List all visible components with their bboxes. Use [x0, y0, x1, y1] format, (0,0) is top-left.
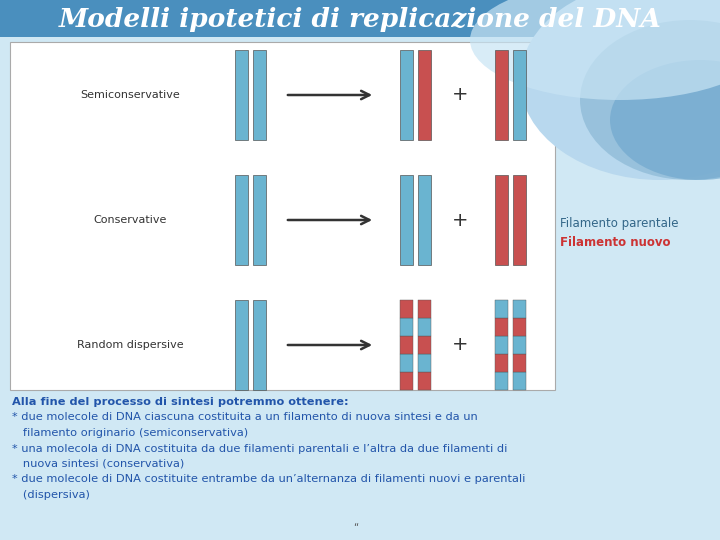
- Bar: [10, 42, 555, 390]
- Bar: [418, 50, 431, 140]
- Text: +: +: [451, 85, 468, 105]
- Bar: [253, 175, 266, 265]
- Text: Random dispersive: Random dispersive: [77, 340, 184, 350]
- Bar: [495, 372, 508, 390]
- Text: nuova sintesi (conservativa): nuova sintesi (conservativa): [12, 459, 184, 469]
- Text: Conservative: Conservative: [94, 215, 167, 225]
- Text: Modelli ipotetici di replicazione del DNA: Modelli ipotetici di replicazione del DN…: [58, 6, 662, 31]
- Bar: [418, 336, 431, 354]
- Bar: [513, 300, 526, 318]
- Bar: [400, 50, 413, 140]
- Ellipse shape: [580, 20, 720, 180]
- Text: Filamento parentale: Filamento parentale: [560, 217, 678, 230]
- Bar: [418, 372, 431, 390]
- Bar: [513, 354, 526, 372]
- Bar: [513, 50, 526, 140]
- Bar: [253, 300, 266, 390]
- Bar: [235, 300, 248, 390]
- Text: filamento originario (semiconservativa): filamento originario (semiconservativa): [12, 428, 248, 438]
- Bar: [418, 300, 431, 318]
- Bar: [418, 354, 431, 372]
- Ellipse shape: [470, 0, 720, 100]
- Text: “: “: [354, 522, 359, 532]
- Bar: [418, 318, 431, 336]
- Bar: [418, 175, 431, 265]
- Text: +: +: [451, 335, 468, 354]
- Bar: [400, 336, 413, 354]
- Text: * una molecola di DNA costituita da due filamenti parentali e l’altra da due fil: * una molecola di DNA costituita da due …: [12, 443, 508, 454]
- Ellipse shape: [610, 60, 720, 180]
- Bar: [400, 175, 413, 265]
- Text: * due molecole di DNA costituite entrambe da un’alternanza di filamenti nuovi e : * due molecole di DNA costituite entramb…: [12, 475, 526, 484]
- Text: Filamento nuovo: Filamento nuovo: [560, 237, 670, 249]
- Bar: [400, 318, 413, 336]
- Bar: [513, 336, 526, 354]
- Text: * due molecole di DNA ciascuna costituita a un filamento di nuova sintesi e da u: * due molecole di DNA ciascuna costituit…: [12, 413, 478, 422]
- Bar: [495, 318, 508, 336]
- Bar: [495, 300, 508, 318]
- Bar: [400, 300, 413, 318]
- Text: +: +: [451, 211, 468, 229]
- Bar: [513, 318, 526, 336]
- Bar: [0, 0, 720, 37]
- Bar: [495, 354, 508, 372]
- Bar: [495, 336, 508, 354]
- Bar: [235, 50, 248, 140]
- Bar: [495, 50, 508, 140]
- Bar: [235, 175, 248, 265]
- Bar: [400, 372, 413, 390]
- Ellipse shape: [520, 0, 720, 180]
- Bar: [495, 175, 508, 265]
- Text: (dispersiva): (dispersiva): [12, 490, 90, 500]
- Bar: [400, 354, 413, 372]
- Text: Semiconservative: Semiconservative: [80, 90, 180, 100]
- Text: Alla fine del processo di sintesi potremmo ottenere:: Alla fine del processo di sintesi potrem…: [12, 397, 348, 407]
- Bar: [253, 50, 266, 140]
- Bar: [513, 372, 526, 390]
- Bar: [513, 175, 526, 265]
